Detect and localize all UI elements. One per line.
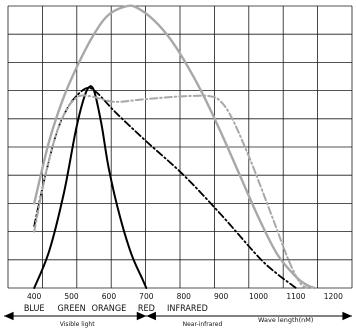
x-tick-label: 1200 <box>324 292 343 301</box>
x-tick-label: 1000 <box>249 292 268 301</box>
arrow-right-icon <box>342 311 352 321</box>
x-tick-label: 800 <box>177 292 192 301</box>
x-tick-label: 600 <box>102 292 117 301</box>
band-label: INFRARED <box>167 304 208 314</box>
x-axis-title: Wave length(nM) <box>258 316 313 324</box>
region-label: Visible light <box>60 321 95 328</box>
series-line-dash-dot-black <box>33 86 297 289</box>
x-tick-labels: 400 500 600 700 800 900 1000 1100 1200 <box>27 292 343 301</box>
plot-grid <box>7 5 353 289</box>
x-tick-label: 500 <box>64 292 79 301</box>
series-line-dash-dot-gray <box>33 94 309 289</box>
band-label: ORANGE <box>92 304 127 314</box>
series-line-solid-gray <box>33 4 316 290</box>
band-labels: BLUE GREEN ORANGE RED INFRARED <box>24 304 208 314</box>
x-tick-label: 1100 <box>286 292 305 301</box>
band-label: GREEN <box>57 304 85 314</box>
region-label: Near-infrared <box>183 321 223 328</box>
series-line-solid-black <box>33 85 148 289</box>
arrow-left-icon <box>4 311 14 321</box>
series-layer <box>33 4 316 290</box>
x-tick-label: 900 <box>214 292 229 301</box>
arrow-right-icon <box>136 311 147 321</box>
band-label: RED <box>138 304 155 314</box>
region-arrows: Visible light Near-infrared <box>4 311 352 328</box>
x-tick-label: 700 <box>139 292 154 301</box>
band-label: BLUE <box>24 304 45 314</box>
x-tick-label: 400 <box>27 292 42 301</box>
arrow-left-icon <box>146 311 156 321</box>
